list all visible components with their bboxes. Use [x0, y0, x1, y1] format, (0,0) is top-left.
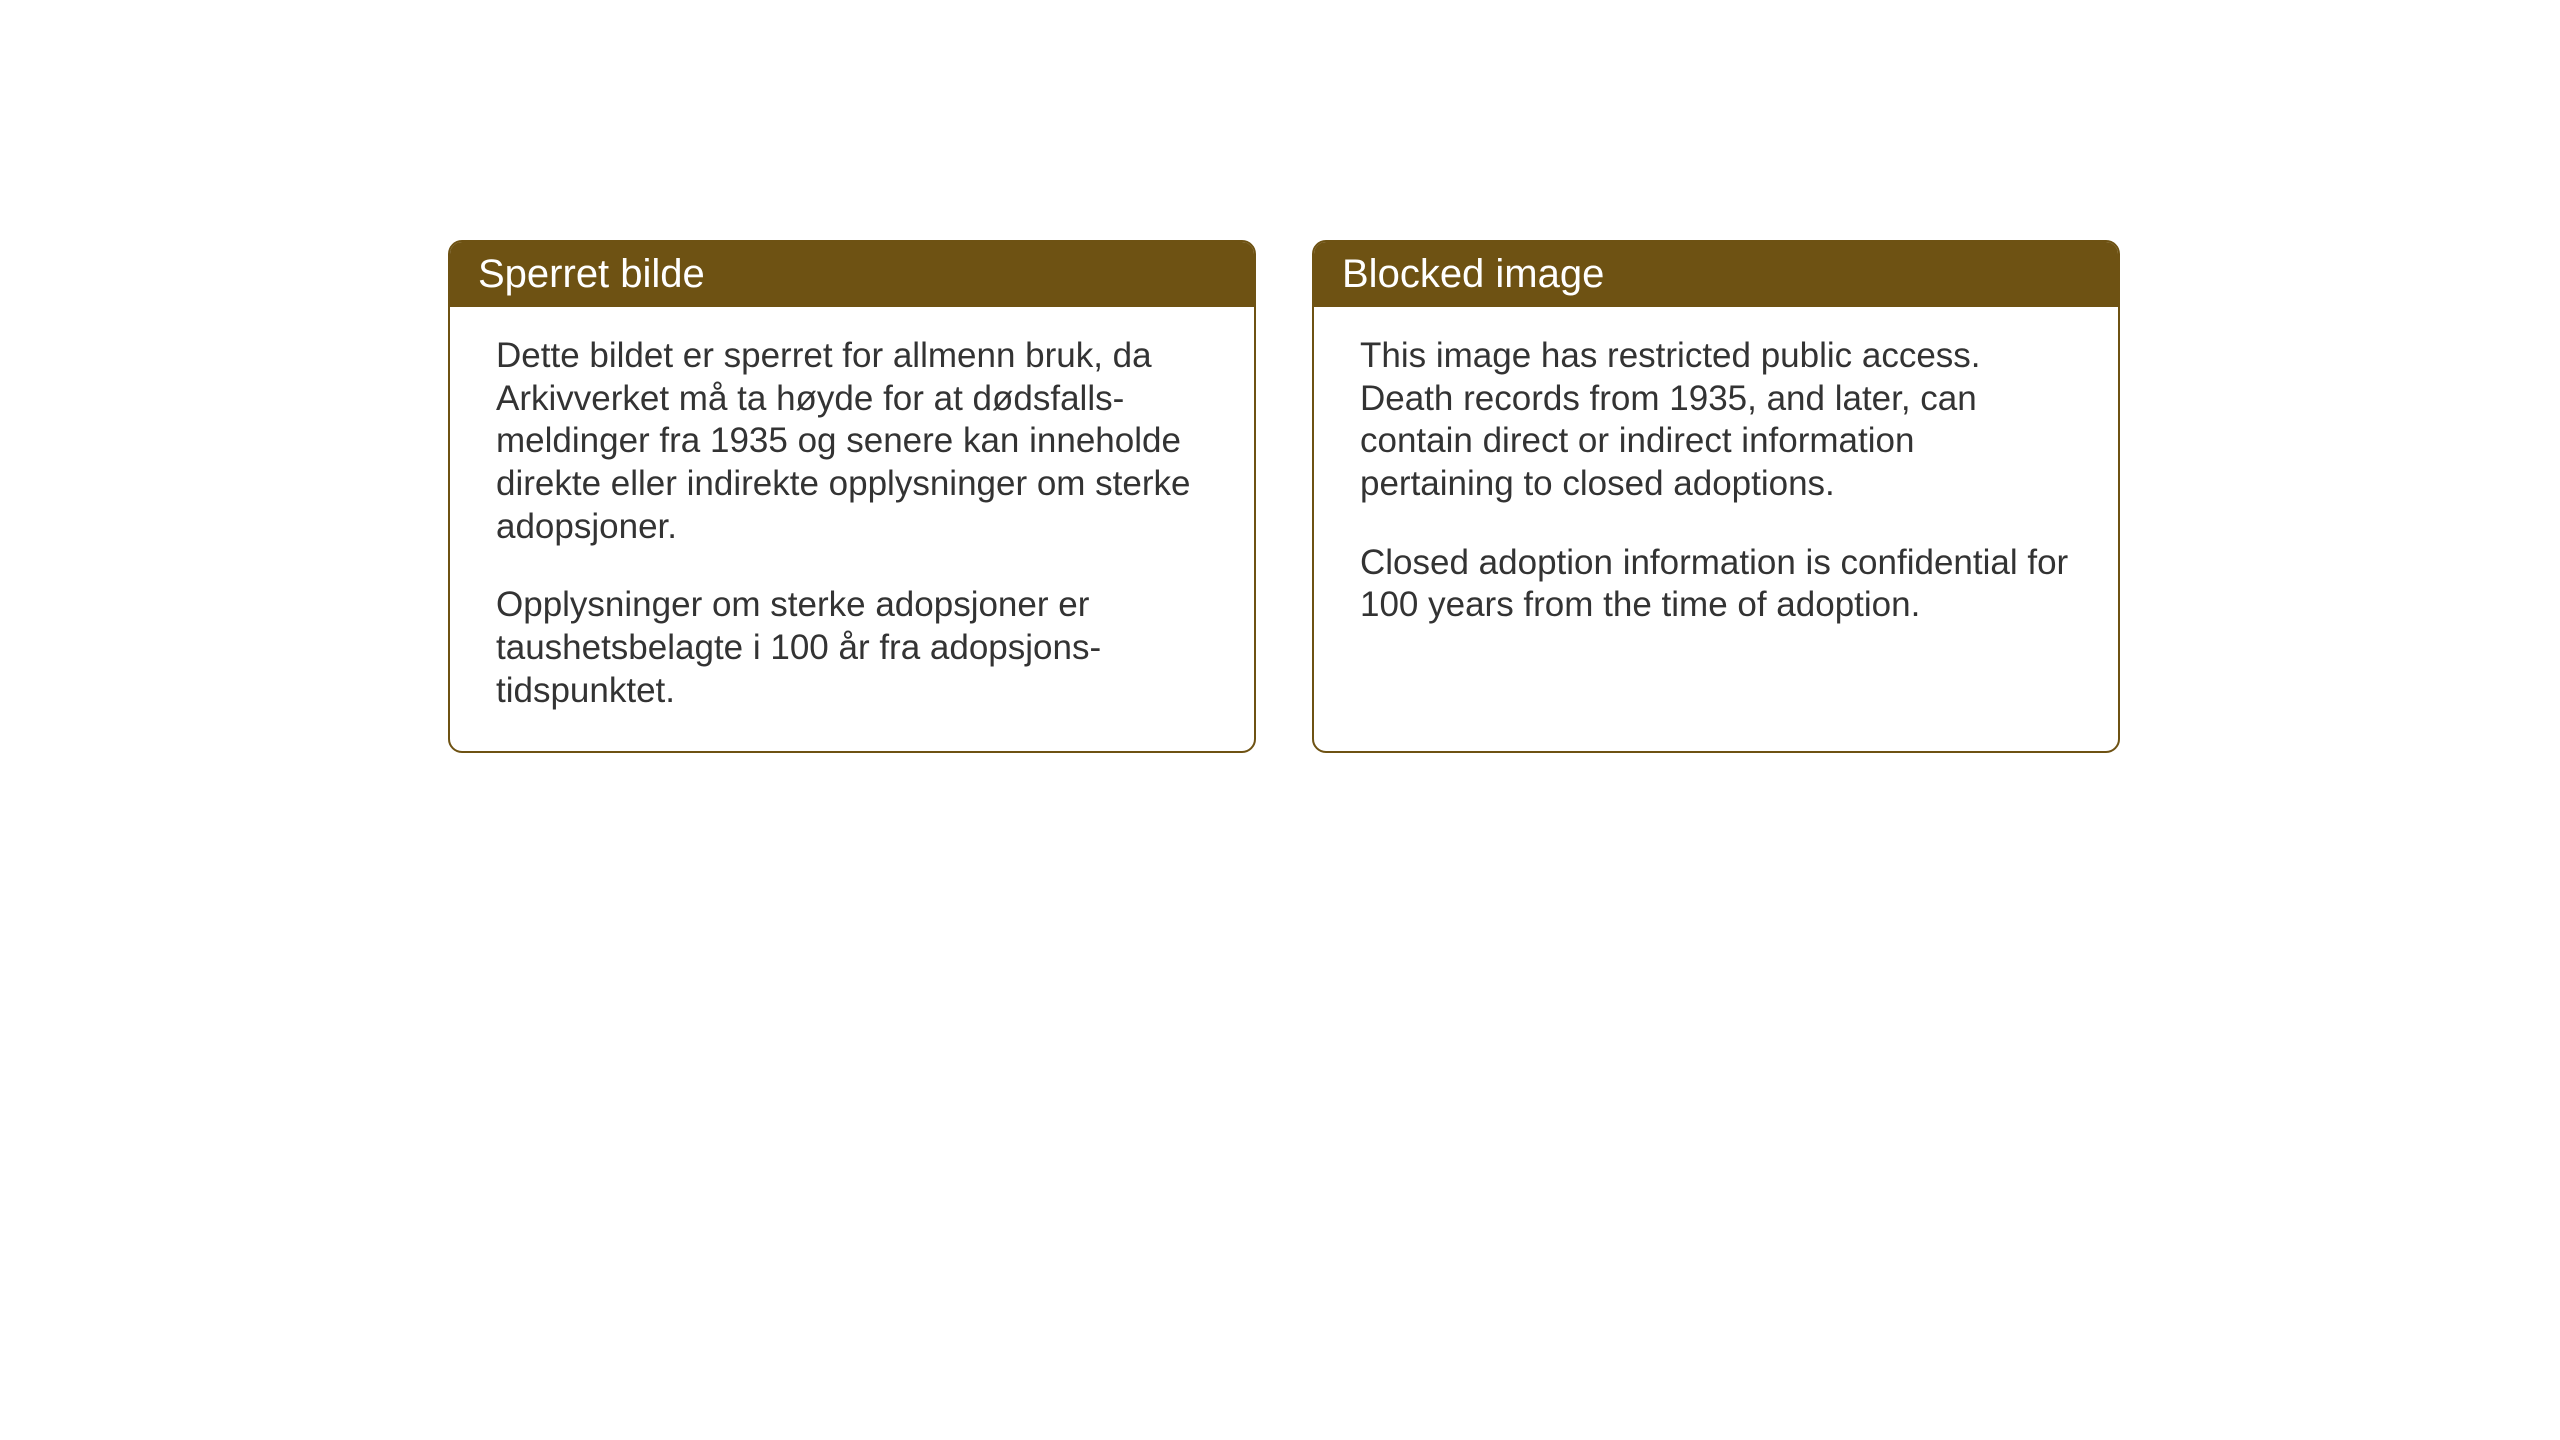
notice-paragraph-1-norwegian: Dette bildet er sperret for allmenn bruk… [496, 335, 1208, 548]
notice-container: Sperret bilde Dette bildet er sperret fo… [448, 240, 2120, 753]
notice-header-english: Blocked image [1314, 242, 2118, 307]
notice-card-norwegian: Sperret bilde Dette bildet er sperret fo… [448, 240, 1256, 753]
notice-body-english: This image has restricted public access.… [1314, 307, 2118, 665]
notice-title-norwegian: Sperret bilde [478, 252, 705, 296]
notice-header-norwegian: Sperret bilde [450, 242, 1254, 307]
notice-paragraph-1-english: This image has restricted public access.… [1360, 335, 2072, 506]
notice-body-norwegian: Dette bildet er sperret for allmenn bruk… [450, 307, 1254, 751]
notice-title-english: Blocked image [1342, 252, 1604, 296]
notice-paragraph-2-english: Closed adoption information is confident… [1360, 542, 2072, 627]
notice-card-english: Blocked image This image has restricted … [1312, 240, 2120, 753]
notice-paragraph-2-norwegian: Opplysninger om sterke adopsjoner er tau… [496, 584, 1208, 712]
